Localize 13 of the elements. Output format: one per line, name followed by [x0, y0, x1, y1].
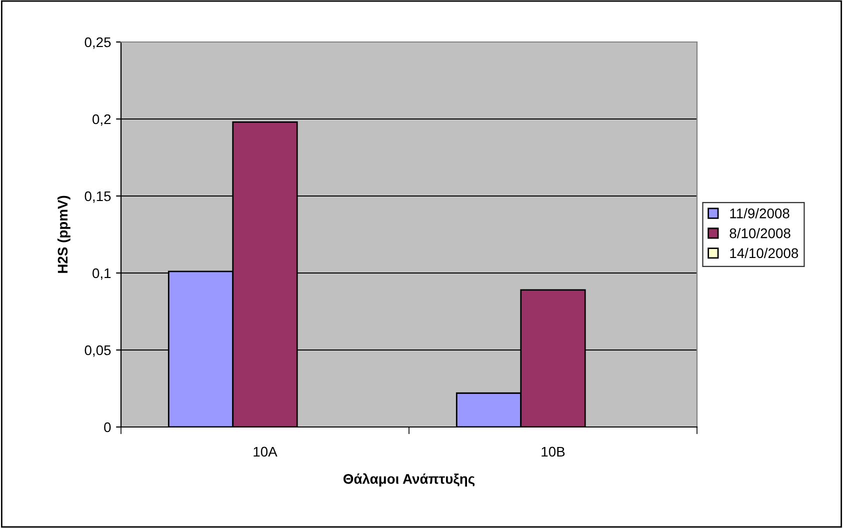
y-tick-label: 0,25 [84, 37, 111, 49]
legend-label: 8/10/2008 [730, 228, 790, 238]
y-axis-title: H2S (ppmV) [57, 196, 70, 273]
y-tick-label: 0,2 [92, 114, 111, 126]
y-tick-label: 0,05 [84, 345, 111, 357]
legend-label: 11/9/2008 [730, 208, 790, 218]
legend-label: 14/10/2008 [730, 248, 798, 258]
y-tick-label: 0,1 [92, 268, 111, 280]
y-tick-label: 0 [104, 422, 111, 432]
x-axis-title: Θάλαμοι Ανάπτυξης [343, 473, 475, 487]
x-tick-label: 10B [542, 446, 565, 457]
x-tick-label: 10A [254, 446, 278, 457]
y-tick-label: 0,15 [84, 191, 111, 203]
